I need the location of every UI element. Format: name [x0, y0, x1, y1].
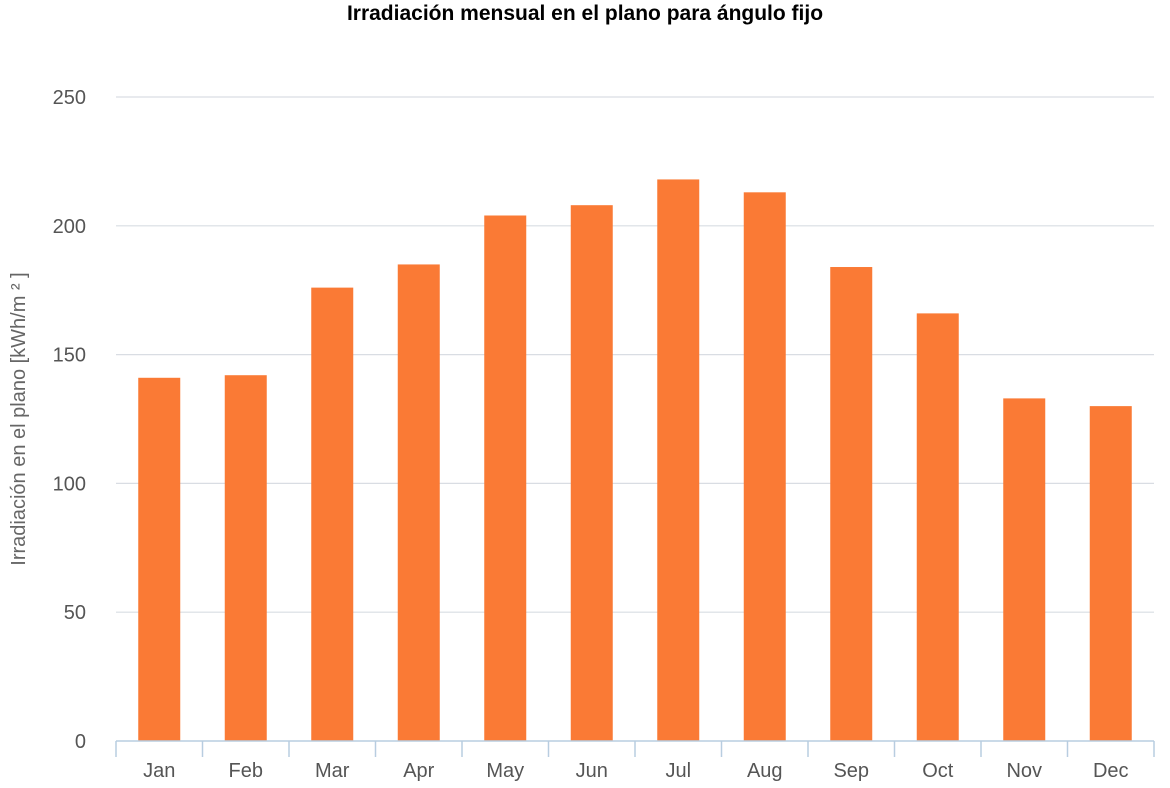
bar-oct [916, 313, 959, 741]
x-tick-label: Aug [747, 760, 783, 782]
bar-dec [1089, 406, 1132, 741]
bar-jun [570, 205, 613, 741]
tick-labels: 0 50 100 150 200 250 Jan Feb Mar Apr May Jun Jul Aug S… [53, 87, 1129, 782]
x-tick-label: Sep [833, 760, 869, 782]
gridlines [116, 96, 1154, 613]
bar-nov [1003, 398, 1046, 741]
y-tick-label: 50 [64, 602, 86, 624]
y-tick-label: 150 [53, 345, 86, 367]
x-axis [115, 740, 1155, 757]
x-tick-label: Apr [403, 760, 434, 782]
bar-jan [138, 377, 181, 741]
x-tick-label: Jan [143, 760, 175, 782]
bars [138, 179, 1132, 742]
y-tick-label: 250 [53, 87, 86, 109]
x-tick-label: May [486, 760, 524, 782]
y-tick-label: 200 [53, 216, 86, 238]
x-tick-label: Jun [576, 760, 608, 782]
y-tick-label: 100 [53, 473, 86, 495]
y-tick-label: 0 [75, 731, 86, 753]
bar-sep [830, 267, 873, 741]
bar-mar [311, 287, 354, 741]
x-tick-label: Oct [922, 760, 954, 782]
bar-aug [743, 192, 786, 741]
y-axis-label: Irradiación en el plano [kWh/m ² ] [8, 272, 30, 565]
bar-feb [224, 375, 267, 741]
x-tick-label: Jul [665, 760, 691, 782]
bar-may [484, 215, 527, 742]
chart-title: Irradiación mensual en el plano para áng… [346, 2, 824, 25]
bar-apr [397, 264, 440, 741]
x-tick-label: Feb [229, 760, 263, 782]
x-tick-label: Nov [1006, 760, 1042, 782]
bar-jul [657, 179, 700, 741]
x-tick-label: Mar [315, 760, 350, 782]
x-tick-label: Dec [1093, 760, 1129, 782]
